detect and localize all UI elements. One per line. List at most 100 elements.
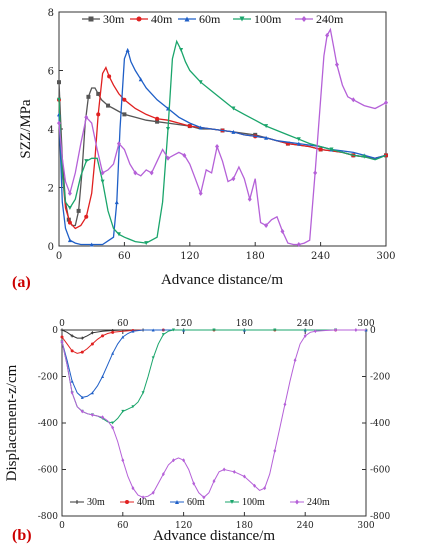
chart-b-point-40m — [70, 349, 74, 353]
chart-a-point-240m — [280, 228, 285, 234]
chart-a-point-40m — [107, 74, 112, 79]
chart-b-point-240m — [90, 412, 94, 417]
chart-b-point-100m — [141, 391, 145, 395]
chart-a-point-240m — [264, 223, 269, 229]
chart-b-xlabel: Advance distance/m — [153, 528, 275, 544]
chart-b-series — [60, 328, 368, 500]
chart-b-point-60m — [121, 335, 125, 339]
chart-b-x-tick-label-bottom: 120 — [175, 521, 192, 531]
chart-b-point-240m — [111, 425, 115, 430]
chart-b-point-100m — [212, 328, 216, 332]
chart-b-line-60m — [61, 329, 366, 398]
chart-a-y-tick-label: 0 — [48, 242, 54, 253]
chart-a-point-100m — [116, 232, 121, 237]
chart-b-point-100m — [171, 328, 175, 332]
chart-b: 0060601201201801802402403003000-200-400-… — [4, 319, 390, 544]
chart-b-point-240m — [334, 328, 338, 332]
legend-b-label-30m: 30m — [87, 497, 105, 508]
chart-b-point-30m — [80, 336, 84, 340]
chart-a-ticks: 0 60 120 180 240 300 0 2 4 6 8 — [48, 8, 396, 262]
chart-b-point-240m — [212, 479, 216, 484]
legend-a-marker-60m — [184, 16, 190, 22]
chart-b-y-tick-label-left: -200 — [38, 373, 58, 383]
legend-a-label-30m: 30m — [103, 12, 125, 26]
chart-b-point-240m — [263, 486, 267, 491]
chart-b-point-240m — [80, 409, 84, 414]
legend-a-marker-240m — [301, 16, 307, 22]
chart-a-point-30m — [155, 119, 160, 124]
chart-a-point-40m — [318, 147, 323, 152]
chart-b-point-100m — [161, 333, 165, 337]
chart-b-y-tick-label-right: -200 — [370, 373, 390, 383]
chart-b-point-240m — [141, 495, 145, 500]
chart-a-x-tick-label: 180 — [246, 251, 265, 262]
chart-b-point-40m — [80, 350, 84, 354]
chart-a-point-100m — [84, 159, 89, 164]
chart-b-y-tick-label-left: 0 — [52, 326, 58, 336]
chart-a-point-100m — [144, 241, 149, 246]
chart-b-series-100m — [60, 328, 366, 425]
chart-b-point-30m — [60, 328, 64, 332]
chart-b-point-240m — [101, 415, 105, 420]
chart-b-point-240m — [222, 467, 226, 472]
chart-a-point-240m — [84, 114, 89, 120]
legend-a-label-40m: 40m — [151, 12, 173, 26]
chart-b-point-30m — [70, 334, 74, 338]
chart-a-y-tick-label: 4 — [48, 125, 54, 136]
chart-a-point-240m — [182, 152, 187, 158]
chart-b-point-240m — [192, 481, 196, 486]
chart-b-x-tick-label-top: 120 — [175, 319, 192, 329]
chart-b-y-tick-label-right: -400 — [370, 419, 390, 429]
chart-a-x-tick-label: 300 — [376, 251, 395, 262]
chart-b-point-240m — [242, 474, 246, 479]
chart-a-point-60m — [198, 125, 203, 130]
chart-a-point-60m — [125, 48, 130, 53]
chart-b-point-60m — [111, 351, 115, 355]
chart-b-y-tick-label-left: -400 — [38, 419, 58, 429]
chart-b-x-tick-label-top: 0 — [59, 319, 65, 329]
chart-a-point-30m — [96, 91, 101, 96]
chart-a-line-40m — [58, 66, 387, 230]
chart-a-y-tick-label: 8 — [48, 8, 54, 19]
chart-b-point-60m — [70, 379, 74, 383]
chart-a-point-60m — [67, 238, 72, 243]
chart-a-point-60m — [89, 242, 94, 247]
chart-a-point-240m — [313, 170, 318, 176]
chart-b-x-tick-label-bottom: 60 — [117, 521, 129, 531]
chart-b-point-100m — [111, 421, 115, 425]
chart-b-point-40m — [101, 334, 105, 338]
chart-a-point-240m — [116, 141, 121, 147]
chart-a-point-240m — [231, 176, 236, 182]
chart-b-y-tick-label-right: -800 — [370, 512, 390, 522]
chart-a-point-60m — [264, 135, 269, 140]
chart-a-point-40m — [84, 214, 89, 219]
chart-a-point-60m — [114, 200, 119, 205]
chart-b-point-100m — [151, 356, 155, 360]
chart-b-point-240m — [303, 333, 307, 338]
chart-b-point-240m — [253, 483, 257, 488]
chart-b-point-240m — [273, 448, 277, 453]
chart-a-point-60m — [296, 141, 301, 146]
chart-b-x-tick-label-top: 180 — [236, 319, 253, 329]
chart-b-point-30m — [90, 331, 94, 335]
chart-b-point-60m — [101, 375, 105, 378]
chart-b-series-240m — [60, 328, 366, 500]
chart-a-point-100m — [166, 127, 170, 131]
chart-a-point-240m — [384, 100, 388, 106]
chart-b-x-tick-label-top: 240 — [297, 319, 314, 329]
chart-b-x-tick-label-top: 60 — [117, 319, 129, 329]
chart-a-point-240m — [334, 62, 339, 68]
chart-b-point-240m — [161, 472, 165, 477]
chart-b-line-40m — [61, 329, 366, 354]
chart-b-point-40m — [90, 342, 94, 346]
chart-a-xlabel: Advance distance/m — [161, 272, 283, 288]
chart-a-point-240m — [67, 190, 72, 196]
legend-a-label-100m: 100m — [254, 12, 282, 26]
chart-a-line-60m — [58, 47, 387, 246]
chart-a-point-30m — [106, 103, 111, 108]
chart-a-point-40m — [155, 116, 160, 121]
chart-b-point-240m — [354, 328, 358, 332]
chart-b-point-240m — [70, 390, 74, 395]
chart-b-point-240m — [60, 339, 64, 344]
